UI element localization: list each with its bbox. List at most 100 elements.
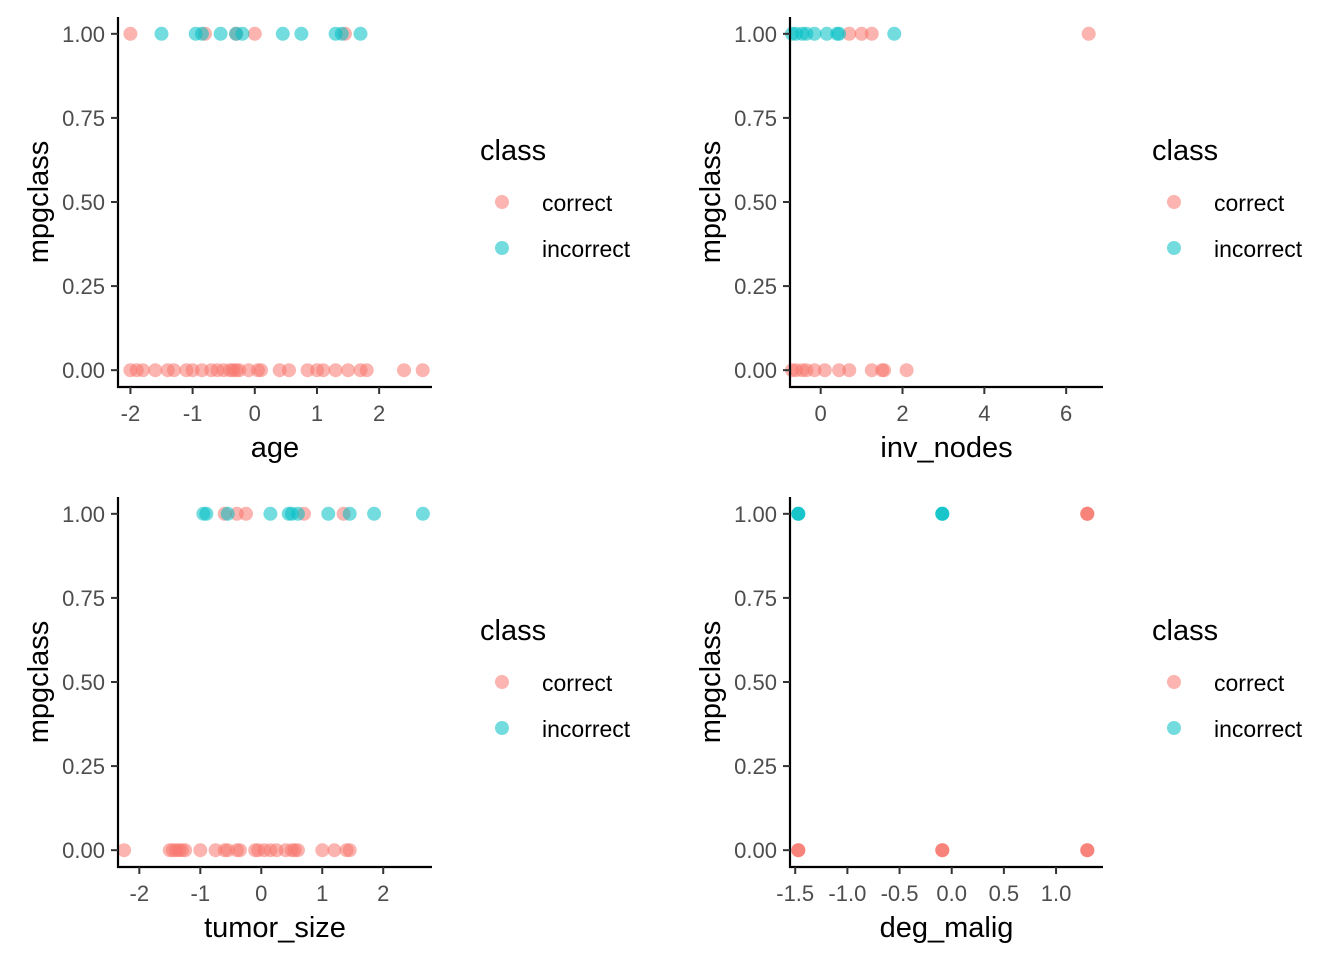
x-axis-title: deg_malig (880, 912, 1014, 944)
y-tick-label: 0.50 (62, 190, 105, 215)
point-correct (135, 363, 150, 378)
legend-label-incorrect: incorrect (542, 236, 631, 262)
legend-label-incorrect: incorrect (1214, 236, 1303, 262)
point-correct (397, 363, 411, 378)
point-correct (877, 363, 892, 378)
point-correct (328, 363, 343, 378)
x-tick-label: 4 (978, 401, 990, 426)
y-tick-label: 0.50 (62, 670, 105, 695)
y-axis-title: mpgclass (695, 621, 727, 744)
x-tick-label: 2 (896, 401, 908, 426)
point-correct (832, 363, 847, 378)
y-tick-label: 0.75 (62, 586, 105, 611)
point-incorrect (294, 26, 309, 41)
legend-key-correct (495, 195, 509, 209)
legend-key-incorrect (1167, 241, 1181, 255)
point-correct (254, 363, 268, 378)
legend-label-incorrect: incorrect (1214, 716, 1303, 742)
legend-key-incorrect (495, 721, 509, 735)
point-incorrect (321, 506, 336, 521)
legend-title: class (1152, 615, 1218, 647)
legend: class correct incorrect (1152, 135, 1303, 262)
point-correct (193, 843, 208, 858)
panel-age: 0.00 0.25 0.50 0.75 1.00 -2 -1 0 1 2 age mpgclass cl… (23, 17, 631, 464)
legend: class correct incorrect (1152, 615, 1303, 742)
point-correct (232, 843, 247, 858)
point-correct (342, 843, 357, 858)
point-correct (239, 506, 253, 521)
points-group (117, 506, 430, 858)
point-correct (817, 363, 832, 378)
panel-deg-malig: 0.00 0.25 0.50 0.75 1.00 -1.5 -1.0 -0.5 0.0 0.5 1.… (695, 497, 1303, 944)
point-incorrect (832, 26, 847, 41)
legend-key-incorrect (495, 241, 509, 255)
point-correct (247, 26, 262, 41)
point-incorrect (235, 26, 250, 41)
x-tick-label: 0.5 (989, 881, 1020, 906)
y-tick-label: 0.00 (62, 838, 105, 863)
y-axis-title: mpgclass (23, 621, 55, 744)
point-correct (178, 843, 193, 858)
y-tick-label: 0.50 (734, 670, 777, 695)
point-correct (282, 363, 296, 378)
point-incorrect (807, 26, 822, 41)
x-tick-label: -2 (130, 881, 150, 906)
point-correct (315, 843, 330, 858)
point-correct (842, 363, 857, 378)
legend-key-correct (495, 675, 509, 689)
point-correct (148, 363, 163, 378)
point-incorrect (819, 26, 834, 41)
point-correct (1081, 26, 1096, 41)
y-tick-label: 1.00 (62, 22, 105, 47)
point-correct (167, 363, 181, 378)
y-tick-label: 0.25 (734, 754, 777, 779)
point-incorrect (415, 506, 430, 521)
legend-title: class (1152, 135, 1218, 167)
point-correct (290, 843, 305, 858)
x-axis-title: tumor_size (204, 912, 346, 944)
x-tick-label: 1 (311, 401, 323, 426)
y-tick-label: 0.75 (734, 586, 777, 611)
legend-key-incorrect (1167, 721, 1181, 735)
x-tick-label: -1 (183, 401, 203, 426)
y-tick-label: 0.25 (734, 274, 777, 299)
point-incorrect (353, 26, 368, 41)
x-axis-title: inv_nodes (880, 432, 1012, 464)
point-correct (359, 363, 374, 378)
y-tick-label: 0.25 (62, 274, 105, 299)
point-incorrect (887, 26, 902, 41)
point-correct (935, 843, 950, 858)
point-incorrect (367, 506, 382, 521)
point-correct (854, 26, 869, 41)
point-correct (316, 363, 331, 378)
x-tick-label: -1.5 (776, 881, 814, 906)
y-tick-label: 1.00 (734, 502, 777, 527)
point-correct (1080, 843, 1095, 858)
x-tick-label: 1 (316, 881, 328, 906)
point-incorrect (342, 506, 357, 521)
y-tick-label: 1.00 (734, 22, 777, 47)
y-axis-title: mpgclass (695, 141, 727, 264)
point-incorrect (935, 506, 950, 521)
x-tick-label: 0.0 (936, 881, 967, 906)
points-group (785, 26, 1096, 378)
point-incorrect (263, 506, 278, 521)
point-correct (899, 363, 914, 378)
x-axis-title: age (251, 432, 299, 464)
y-tick-label: 0.75 (62, 106, 105, 131)
y-tick-label: 0.00 (734, 358, 777, 383)
y-tick-label: 0.25 (62, 754, 105, 779)
legend-title: class (480, 615, 546, 647)
legend: class correct incorrect (480, 615, 631, 742)
point-correct (1080, 506, 1095, 521)
point-correct (864, 26, 879, 41)
point-correct (327, 843, 342, 858)
point-incorrect (213, 26, 228, 41)
point-correct (341, 363, 356, 378)
point-incorrect (194, 26, 209, 41)
points-group (791, 506, 1095, 858)
y-tick-label: 0.50 (734, 190, 777, 215)
x-tick-label: 1.0 (1041, 881, 1072, 906)
y-tick-label: 0.00 (734, 838, 777, 863)
panel-inv-nodes: 0.00 0.25 0.50 0.75 1.00 0 2 4 6 inv_nodes mpgclas… (695, 17, 1303, 464)
